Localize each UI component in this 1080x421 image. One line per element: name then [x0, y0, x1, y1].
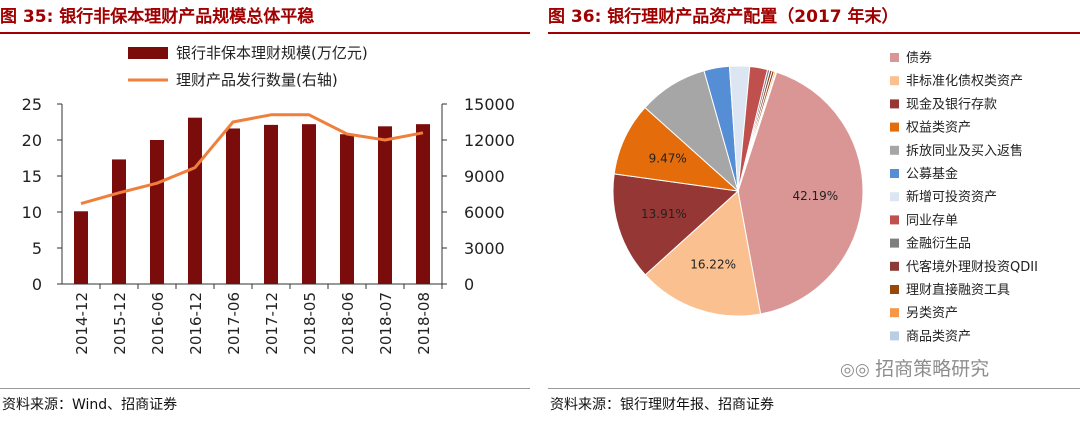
left-chart-title: 图 35: 银行非保本理财产品规模总体平稳 — [0, 7, 315, 27]
legend-label: 代客境外理财投资QDII — [906, 259, 1038, 275]
legend-label-line: 理财产品发行数量(右轴) — [176, 71, 338, 89]
legend-label: 债券 — [906, 50, 932, 66]
legend-swatch — [890, 331, 899, 341]
x-tick-label: 2016-06 — [149, 292, 167, 355]
bar — [188, 117, 202, 285]
legend-swatch — [890, 261, 899, 271]
x-tick-label: 2017-12 — [263, 292, 281, 355]
legend-swatch — [890, 169, 899, 178]
legend-label: 拆放同业及买入返售 — [906, 143, 1023, 159]
pie-chart: 42.19% 16.22% 13.91% 9.47% 债券非标准化债权类资产现金及银行存… — [612, 50, 1038, 344]
pie-slice — [737, 71, 778, 192]
legend-swatch — [890, 99, 899, 109]
y-right-tick-label: 6000 — [464, 203, 505, 222]
pie-slice — [612, 173, 740, 276]
bar — [302, 124, 316, 284]
watermark: ◎◎ 招商策略研究 — [840, 354, 989, 381]
left-source-note: 资料来源：Wind、招商证券 — [2, 397, 178, 413]
legend-swatch — [890, 122, 899, 132]
y-left-tick-label: 10 — [22, 203, 42, 222]
legend-label: 权益类资产 — [906, 120, 971, 136]
legend-swatch — [890, 76, 899, 86]
legend-swatch-bar — [128, 47, 168, 59]
pie-slice — [644, 190, 762, 317]
y-left-tick-label: 25 — [22, 95, 42, 114]
legend-label: 非标准化债权类资产 — [906, 73, 1023, 89]
slice-data-label: 13.91% — [641, 207, 687, 221]
x-tick-label: 2018-06 — [339, 292, 357, 355]
x-tick-label: 2018-08 — [415, 292, 433, 355]
y-right-tick-label: 15000 — [464, 95, 515, 114]
legend-swatch — [890, 285, 899, 294]
y-right-tick-label: 0 — [464, 275, 474, 294]
wechat-icon: ◎◎ — [840, 360, 876, 380]
pie-slice — [737, 71, 864, 315]
slice-data-label: 42.19% — [792, 189, 838, 203]
y-right-tick-label: 12000 — [464, 131, 515, 150]
bar — [112, 159, 126, 284]
bar — [378, 126, 392, 284]
x-tick-label: 2018-05 — [301, 292, 319, 355]
legend: 银行非保本理财规模(万亿元) 理财产品发行数量(右轴) — [128, 44, 368, 89]
x-tick-label: 2014-12 — [73, 292, 91, 355]
bar — [226, 128, 240, 284]
legend-label: 同业存单 — [906, 213, 958, 228]
y-right-tick-label: 9000 — [464, 167, 505, 186]
x-tick-label: 2015-12 — [111, 292, 129, 355]
x-tick-label: 2018-07 — [377, 292, 395, 355]
legend-label: 公募基金 — [906, 166, 958, 182]
series-line — [80, 113, 424, 206]
legend-swatch — [890, 215, 899, 225]
left-bottom-rule — [0, 388, 530, 389]
y-left-tick-label: 15 — [22, 167, 42, 186]
left-title-rule — [0, 32, 530, 34]
legend-label: 金融衍生品 — [906, 236, 971, 252]
legend-swatch — [890, 238, 899, 248]
right-title-rule — [548, 32, 1080, 34]
legend-label-bar: 银行非保本理财规模(万亿元) — [176, 44, 368, 62]
bar — [150, 140, 164, 284]
y-left-tick-label: 20 — [22, 131, 42, 150]
legend-label: 理财直接融资工具 — [906, 282, 1010, 298]
y-left-tick-label: 5 — [32, 239, 42, 258]
bar — [416, 124, 430, 284]
y-right-tick-label: 3000 — [464, 239, 505, 258]
combo-bar-line-chart: 银行非保本理财规模(万亿元) 理财产品发行数量(右轴) 0 5 10 15 20 25 0 300… — [22, 44, 515, 355]
right-source-note: 资料来源：银行理财年报、招商证券 — [550, 397, 774, 413]
x-tick-label: 2017-06 — [225, 292, 243, 355]
legend-swatch — [890, 192, 899, 202]
bar — [264, 124, 278, 284]
bar — [340, 134, 354, 284]
legend-swatch — [890, 308, 899, 318]
legend-swatch — [890, 145, 899, 155]
slice-data-label: 16.22% — [690, 257, 736, 271]
x-tick-label: 2016-12 — [187, 292, 205, 355]
right-chart-panel: 图 36: 银行理财产品资产配置（2017 年末） 42.19% 16.22% 13… — [548, 0, 1080, 421]
y-left-tick-label: 0 — [32, 275, 42, 294]
legend-swatch — [890, 53, 899, 62]
watermark-text: 招商策略研究 — [875, 358, 990, 380]
legend-label: 现金及银行存款 — [906, 96, 997, 112]
left-chart-panel: 图 35: 银行非保本理财产品规模总体平稳 银行非保本理财规模(万亿元) 理财产品… — [0, 0, 530, 421]
bar — [74, 211, 88, 284]
legend-label: 另类资产 — [906, 306, 958, 321]
right-bottom-rule — [548, 388, 1080, 389]
right-chart-title: 图 36: 银行理财产品资产配置（2017 年末） — [548, 7, 899, 27]
legend-label: 商品类资产 — [906, 329, 971, 344]
legend-label: 新增可投资资产 — [906, 189, 997, 205]
slice-data-label: 9.47% — [649, 151, 687, 165]
